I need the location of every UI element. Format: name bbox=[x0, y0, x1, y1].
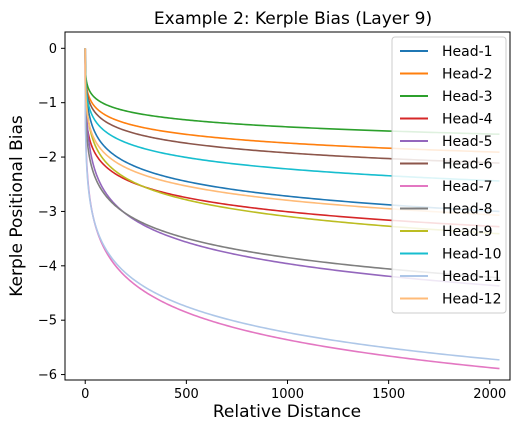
y-tick-label: −1 bbox=[38, 96, 57, 111]
legend-label: Head-10 bbox=[442, 247, 501, 263]
legend-label: Head-6 bbox=[442, 157, 493, 173]
legend-label: Head-2 bbox=[442, 67, 493, 83]
series-line-head-4 bbox=[84, 48, 500, 228]
legend-label: Head-4 bbox=[442, 112, 493, 128]
legend: Head-1 Head-2 Head-3 Head-4 Head-5 Head-6 Head… bbox=[391, 36, 507, 314]
legend-label: Head-3 bbox=[442, 89, 493, 105]
legend-label: Head-9 bbox=[442, 224, 493, 240]
series-line-head-3 bbox=[84, 48, 500, 136]
y-tick-label: 0 bbox=[49, 42, 57, 57]
x-tick-label: 1000 bbox=[271, 387, 304, 402]
legend-label: Head-1 bbox=[442, 44, 493, 60]
x-tick-label: 2000 bbox=[473, 387, 506, 402]
series-line-head-6 bbox=[84, 48, 500, 164]
series-line-head-1 bbox=[84, 48, 500, 213]
x-tick-label: 1500 bbox=[372, 387, 405, 402]
series-line-head-10 bbox=[84, 48, 500, 182]
y-axis-label: Kerple Positional Bias bbox=[7, 115, 27, 297]
legend-label: Head-5 bbox=[442, 134, 493, 150]
series-line-head-2 bbox=[84, 48, 500, 153]
legend-label: Head-8 bbox=[442, 202, 493, 218]
y-tick-label: −5 bbox=[38, 314, 57, 329]
chart-title: Example 2: Kerple Bias (Layer 9) bbox=[154, 9, 432, 29]
x-axis-label: Relative Distance bbox=[213, 402, 361, 422]
legend-label: Head-12 bbox=[442, 292, 501, 308]
series-lines bbox=[84, 48, 500, 370]
y-tick-label: −2 bbox=[38, 151, 57, 166]
x-axis-ticks: 0 500 1000 1500 2000 bbox=[81, 380, 506, 402]
x-tick-label: 0 bbox=[81, 387, 89, 402]
series-line-head-12 bbox=[84, 48, 500, 217]
y-tick-label: −4 bbox=[38, 259, 57, 274]
legend-box bbox=[391, 36, 507, 314]
x-tick-label: 500 bbox=[174, 387, 199, 402]
y-tick-label: −6 bbox=[38, 368, 57, 383]
legend-label: Head-11 bbox=[442, 269, 501, 285]
y-axis-ticks: 0 −1 −2 −3 −4 −5 −6 bbox=[38, 42, 65, 383]
series-line-head-9 bbox=[84, 48, 500, 235]
series-line-head-8 bbox=[84, 48, 500, 279]
series-line-head-11 bbox=[84, 48, 500, 361]
legend-label: Head-7 bbox=[442, 179, 493, 195]
series-line-head-5 bbox=[84, 48, 500, 287]
y-tick-label: −3 bbox=[38, 205, 57, 220]
